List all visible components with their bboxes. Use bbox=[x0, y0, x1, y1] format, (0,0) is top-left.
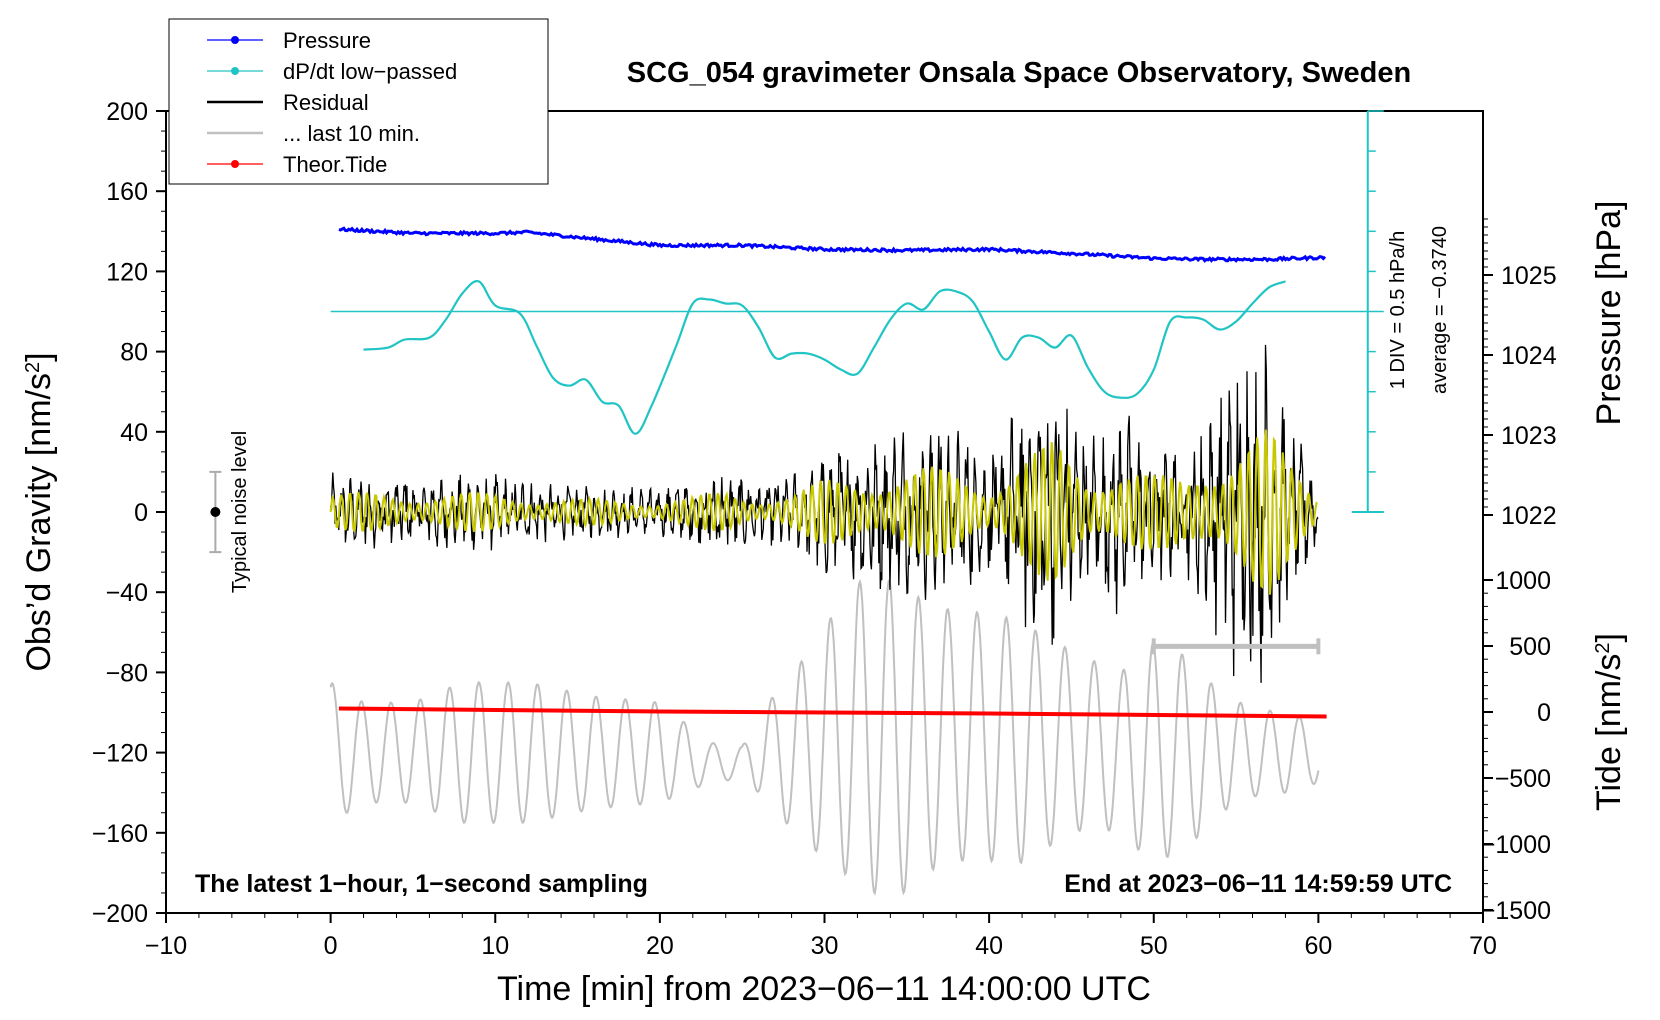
x-tick-label: 70 bbox=[1469, 932, 1497, 960]
legend-marker bbox=[231, 67, 239, 75]
series-residual-filtered bbox=[329, 429, 1319, 595]
x-tick-label: 30 bbox=[811, 932, 839, 960]
tide-tick-label: 0 bbox=[1537, 699, 1551, 727]
chart-title: SCG_054 gravimeter Onsala Space Observat… bbox=[627, 57, 1411, 89]
x-tick-label: 60 bbox=[1304, 932, 1332, 960]
x-tick-label: 40 bbox=[975, 932, 1003, 960]
noise-level-label: Typical noise level bbox=[229, 431, 251, 593]
y-tick-label: −80 bbox=[106, 659, 148, 687]
y-tick-label: 200 bbox=[106, 98, 148, 126]
series-group bbox=[209, 110, 1384, 896]
tick-labels: −10 0 10 20 30 40 50 60 70 200 160 120 80 40 0 −40 −80 −1… bbox=[92, 98, 1557, 960]
series-dpdt-low-passed bbox=[363, 279, 1286, 435]
annotation-bottom-left: The latest 1−hour, 1−second sampling bbox=[195, 870, 648, 898]
tide-tick-label: −500 bbox=[1495, 765, 1551, 793]
y-tick-label: −160 bbox=[92, 820, 148, 848]
legend: Pressure dP/dt low−passed Residual ... last… bbox=[168, 18, 549, 185]
y-axis-label-tide: Tide [nm/s2] bbox=[1590, 633, 1628, 811]
legend-label: Residual bbox=[283, 90, 369, 115]
series-theor-tide bbox=[338, 706, 1327, 719]
annotation-bottom-right: End at 2023−06−11 14:59:59 UTC bbox=[1064, 870, 1452, 898]
pressure-tick-label: 1025 bbox=[1501, 262, 1557, 290]
tide-tick-label: 1000 bbox=[1495, 567, 1551, 595]
tide-tick-label: −1500 bbox=[1481, 897, 1551, 925]
tide-tick-label: 500 bbox=[1509, 633, 1551, 661]
legend-label: dP/dt low−passed bbox=[283, 59, 457, 84]
pressure-tick-label: 1024 bbox=[1501, 342, 1557, 370]
series-pressure bbox=[338, 226, 1327, 263]
x-tick-label: 20 bbox=[646, 932, 674, 960]
legend-label: ... last 10 min. bbox=[283, 121, 420, 146]
y-tick-label: 0 bbox=[134, 499, 148, 527]
legend-label: Pressure bbox=[283, 28, 371, 53]
div-label: 1 DIV = 0.5 hPa/h bbox=[1387, 231, 1409, 389]
x-tick-label: 0 bbox=[324, 932, 338, 960]
pressure-tick-label: 1022 bbox=[1501, 502, 1557, 530]
tide-tick-label: −1000 bbox=[1481, 831, 1551, 859]
y-tick-label: −200 bbox=[92, 900, 148, 928]
y-axis-label-left: Obs’d Gravity [nm/s2] bbox=[20, 352, 58, 671]
x-tick-label: 50 bbox=[1140, 932, 1168, 960]
y-axis-label-pressure: Pressure [hPa] bbox=[1590, 201, 1628, 426]
pressure-tick-label: 1023 bbox=[1501, 422, 1557, 450]
y-tick-label: −120 bbox=[92, 740, 148, 768]
x-axis-label: Time [min] from 2023−06−11 14:00:00 UTC bbox=[497, 970, 1151, 1008]
y-tick-label: 40 bbox=[120, 419, 148, 447]
x-tick-label: −10 bbox=[145, 932, 187, 960]
y-tick-label: 80 bbox=[120, 339, 148, 367]
noise-bar-point bbox=[210, 507, 221, 517]
series-last-10-min bbox=[329, 578, 1320, 896]
y-tick-label: 160 bbox=[106, 178, 148, 206]
y-tick-label: −40 bbox=[106, 579, 148, 607]
x-tick-label: 10 bbox=[481, 932, 509, 960]
axis-ticks bbox=[156, 110, 1493, 923]
y-tick-label: 120 bbox=[106, 258, 148, 286]
legend-label: Theor.Tide bbox=[283, 152, 387, 177]
legend-marker bbox=[231, 36, 239, 44]
average-label: average = −0.3740 bbox=[1429, 226, 1451, 394]
legend-marker bbox=[231, 160, 239, 168]
